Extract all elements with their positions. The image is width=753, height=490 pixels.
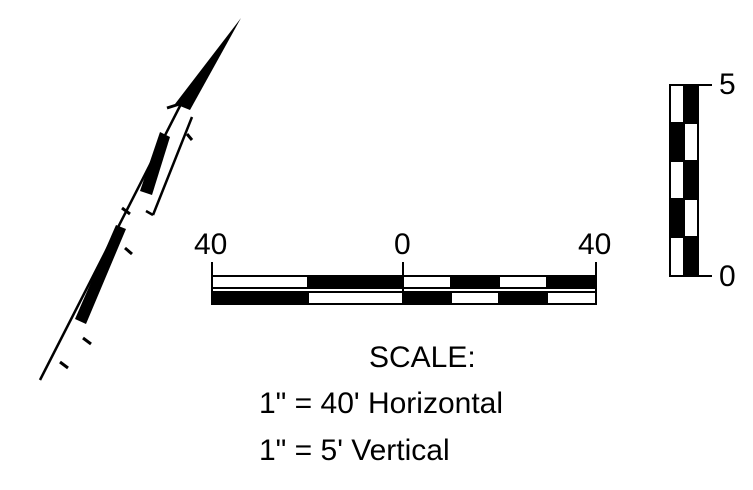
- hscale-cell: [402, 291, 452, 305]
- hscale-cell: [498, 291, 548, 305]
- vscale-cell: [683, 122, 699, 162]
- flag-outline-bottom: [145, 209, 154, 217]
- north-arrow-graphic: [38, 18, 241, 381]
- hscale-cell: [498, 275, 548, 289]
- hscale-cell: [402, 275, 452, 289]
- hscale-cell: [546, 291, 597, 305]
- hscale-label-center: 0: [394, 228, 411, 261]
- vscale-label-top: 5: [719, 68, 736, 101]
- tick-mid: [121, 206, 131, 216]
- vscale-cell: [683, 160, 699, 200]
- tick-top: [166, 100, 187, 110]
- lower-flag: [75, 225, 126, 324]
- vscale-label-bottom: 0: [719, 260, 736, 293]
- arrow-head: [175, 18, 241, 110]
- vscale-cell: [683, 84, 699, 124]
- upper-flag: [140, 132, 170, 195]
- tick-upper-right: [185, 133, 194, 141]
- vscale-cell: [669, 236, 685, 277]
- vertical-scale-bar: [669, 84, 712, 277]
- tick-mid-lower: [124, 246, 133, 256]
- hscale-cell: [307, 275, 404, 289]
- tick-bottom: [59, 360, 69, 370]
- vscale-cell: [669, 198, 685, 238]
- vscale-cell: [683, 236, 699, 277]
- hscale-label-right: 40: [578, 228, 612, 261]
- horizontal-scale-bar: [211, 262, 597, 305]
- vscale-cell: [669, 122, 685, 162]
- tick-lower: [82, 336, 92, 346]
- hscale-cell: [450, 291, 500, 305]
- scale-vertical-ratio: 1" = 5' Vertical: [259, 434, 450, 467]
- scale-heading: SCALE:: [369, 341, 476, 374]
- flag-outline-right: [151, 116, 194, 216]
- hscale-cell: [307, 291, 404, 305]
- hscale-cell: [211, 291, 309, 305]
- hscale-cell: [546, 275, 597, 289]
- scale-horizontal-ratio: 1" = 40' Horizontal: [259, 387, 504, 420]
- hscale-cell: [211, 275, 309, 289]
- hscale-cell: [450, 275, 500, 289]
- vscale-cell: [669, 160, 685, 200]
- vscale-cell: [669, 84, 685, 124]
- vscale-cell: [683, 198, 699, 238]
- hscale-label-left: 40: [194, 228, 228, 261]
